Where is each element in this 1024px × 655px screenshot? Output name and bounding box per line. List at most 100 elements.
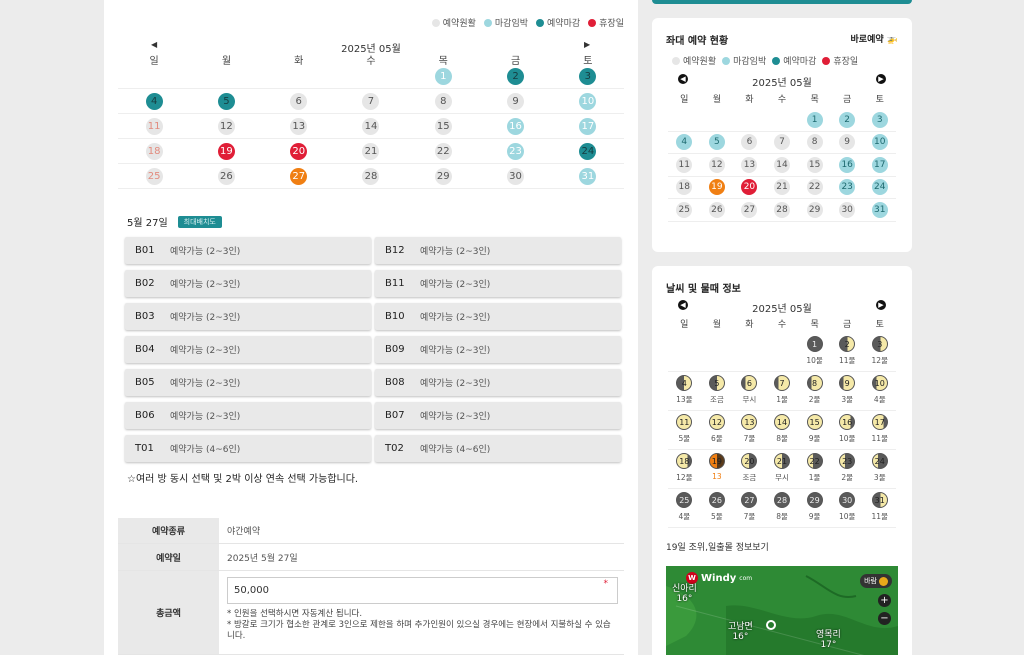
tide-cell[interactable]: 1 10물	[798, 333, 831, 371]
room-item-b01[interactable]: B01 예약가능 (2~3인)	[125, 237, 371, 264]
side-calendar-day[interactable]: 15	[806, 156, 823, 173]
calendar-day[interactable]: 10	[579, 92, 597, 110]
tide-cell[interactable]	[733, 333, 766, 371]
side-calendar-day[interactable]: 31	[871, 201, 888, 218]
calendar-day[interactable]: 19	[217, 142, 235, 160]
weather-next-month-button[interactable]: ▶	[876, 300, 886, 310]
side-calendar-day[interactable]: 17	[871, 156, 888, 173]
calendar-day[interactable]: 21	[362, 142, 380, 160]
calendar-day[interactable]: 3	[579, 67, 597, 85]
layout-badge[interactable]: 최대배치도	[177, 215, 222, 228]
side-calendar-day[interactable]: 19	[708, 179, 725, 196]
calendar-day[interactable]: 2	[507, 67, 525, 85]
tide-cell[interactable]: 9 3물	[831, 372, 864, 410]
side-calendar-day[interactable]: 9	[839, 134, 856, 151]
tide-cell[interactable]: 16 10물	[831, 411, 864, 449]
side-calendar-day[interactable]: 22	[806, 179, 823, 196]
side-calendar-day[interactable]: 1	[806, 111, 823, 128]
zoom-out-button[interactable]: −	[878, 612, 891, 625]
calendar-day[interactable]: 20	[290, 142, 308, 160]
calendar-day[interactable]: 26	[217, 167, 235, 185]
tide-cell[interactable]: 31 11물	[863, 489, 896, 527]
tide-cell[interactable]: 6 무시	[733, 372, 766, 410]
calendar-day[interactable]: 15	[434, 117, 452, 135]
calendar-day[interactable]: 24	[579, 142, 597, 160]
side-calendar-day[interactable]: 24	[871, 179, 888, 196]
prev-month-button[interactable]: ◀	[151, 40, 158, 49]
tide-cell[interactable]: 5 조금	[701, 372, 734, 410]
calendar-day[interactable]: 28	[362, 167, 380, 185]
tide-cell[interactable]: 18 12물	[668, 450, 701, 488]
tide-cell[interactable]: 24 3물	[863, 450, 896, 488]
room-item-t02[interactable]: T02 예약가능 (4~6인)	[375, 435, 621, 462]
tide-cell[interactable]: 15 9물	[798, 411, 831, 449]
room-item-b08[interactable]: B08 예약가능 (2~3인)	[375, 369, 621, 396]
tide-cell[interactable]: 10 4물	[863, 372, 896, 410]
amount-input[interactable]	[227, 577, 618, 604]
calendar-day[interactable]: 6	[290, 92, 308, 110]
calendar-day[interactable]: 1	[434, 67, 452, 85]
tide-cell[interactable]: 21 무시	[766, 450, 799, 488]
tide-cell[interactable]: 12 6물	[701, 411, 734, 449]
calendar-day[interactable]: 31	[579, 167, 597, 185]
tide-cell[interactable]: 29 9물	[798, 489, 831, 527]
side-calendar-day[interactable]: 6	[741, 134, 758, 151]
tide-cell[interactable]: 2 11물	[831, 333, 864, 371]
tide-cell[interactable]: 22 1물	[798, 450, 831, 488]
side-calendar-day[interactable]: 8	[806, 134, 823, 151]
side-calendar-day[interactable]: 30	[839, 201, 856, 218]
side-calendar-day[interactable]: 12	[708, 156, 725, 173]
side-calendar-day[interactable]: 7	[774, 134, 791, 151]
calendar-day[interactable]: 5	[217, 92, 235, 110]
calendar-day[interactable]: 9	[507, 92, 525, 110]
side-calendar-day[interactable]: 5	[708, 134, 725, 151]
room-item-b10[interactable]: B10 예약가능 (2~3인)	[375, 303, 621, 330]
tide-cell[interactable]: 20 조금	[733, 450, 766, 488]
room-item-b12[interactable]: B12 예약가능 (2~3인)	[375, 237, 621, 264]
room-item-b04[interactable]: B04 예약가능 (2~3인)	[125, 336, 371, 363]
calendar-day[interactable]: 14	[362, 117, 380, 135]
side-next-month-button[interactable]: ▶	[876, 74, 886, 84]
windy-map[interactable]: W Windy com 바람 + − 신아리 16° 고남면 16° 영목리 17°	[666, 566, 898, 655]
calendar-day[interactable]: 29	[434, 167, 452, 185]
calendar-day[interactable]: 13	[290, 117, 308, 135]
calendar-day[interactable]: 30	[507, 167, 525, 185]
side-calendar-day[interactable]: 29	[806, 201, 823, 218]
calendar-day[interactable]: 8	[434, 92, 452, 110]
tide-cell[interactable]: 4 13물	[668, 372, 701, 410]
zoom-in-button[interactable]: +	[878, 594, 891, 607]
side-calendar-day[interactable]: 10	[871, 134, 888, 151]
side-calendar-day[interactable]: 4	[676, 134, 693, 151]
side-calendar-day[interactable]: 3	[871, 111, 888, 128]
room-item-b06[interactable]: B06 예약가능 (2~3인)	[125, 402, 371, 429]
tide-cell[interactable]: 23 2물	[831, 450, 864, 488]
side-calendar-day[interactable]: 2	[839, 111, 856, 128]
side-calendar-day[interactable]: 18	[676, 179, 693, 196]
room-item-t01[interactable]: T01 예약가능 (4~6인)	[125, 435, 371, 462]
tide-info-link[interactable]: 19일 조위,일출몰 정보보기	[666, 543, 769, 553]
tide-cell[interactable]: 28 8물	[766, 489, 799, 527]
room-item-b02[interactable]: B02 예약가능 (2~3인)	[125, 270, 371, 297]
calendar-day[interactable]: 12	[217, 117, 235, 135]
room-item-b03[interactable]: B03 예약가능 (2~3인)	[125, 303, 371, 330]
side-calendar-day[interactable]: 11	[676, 156, 693, 173]
calendar-day[interactable]: 18	[145, 142, 163, 160]
tide-cell[interactable]: 30 10물	[831, 489, 864, 527]
tide-cell[interactable]: 25 4물	[668, 489, 701, 527]
side-prev-month-button[interactable]: ◀	[678, 74, 688, 84]
side-calendar-day[interactable]: 26	[708, 201, 725, 218]
wind-layer-button[interactable]: 바람	[860, 574, 892, 588]
location-marker[interactable]	[766, 620, 776, 630]
quick-reserve-link[interactable]: 바로예약 🚁	[850, 35, 898, 45]
room-item-b05[interactable]: B05 예약가능 (2~3인)	[125, 369, 371, 396]
tide-cell[interactable]: 8 2물	[798, 372, 831, 410]
tide-cell[interactable]	[668, 333, 701, 371]
calendar-day[interactable]: 7	[362, 92, 380, 110]
side-calendar-day[interactable]: 14	[774, 156, 791, 173]
side-calendar-day[interactable]: 23	[839, 179, 856, 196]
side-calendar-day[interactable]: 28	[774, 201, 791, 218]
room-item-b09[interactable]: B09 예약가능 (2~3인)	[375, 336, 621, 363]
room-item-b11[interactable]: B11 예약가능 (2~3인)	[375, 270, 621, 297]
side-calendar-day[interactable]: 25	[676, 201, 693, 218]
side-calendar-day[interactable]: 16	[839, 156, 856, 173]
